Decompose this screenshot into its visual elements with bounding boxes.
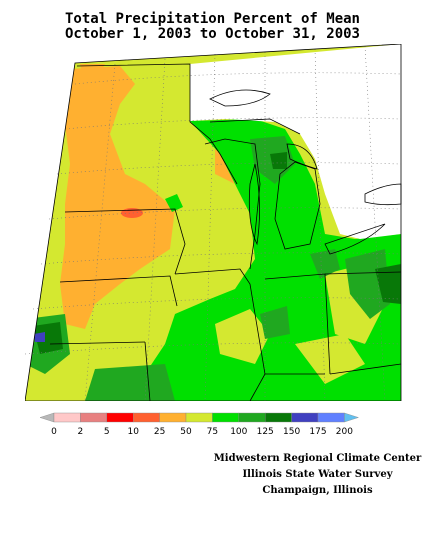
- legend-swatch: [212, 412, 239, 423]
- legend-label: 75: [207, 427, 218, 436]
- precip-zone-100-125: [165, 194, 183, 212]
- map-title-line1: Total Precipitation Percent of Mean: [64, 11, 360, 27]
- precip-zone-25-50: [60, 66, 175, 329]
- precip-zone-150-175: [375, 264, 401, 304]
- credit-line3: Champaign, Illinois: [262, 485, 373, 496]
- legend-label: 10: [127, 427, 139, 436]
- legend-label: 2: [78, 427, 84, 436]
- state-boundaries: [49, 63, 402, 401]
- legend-swatch: [317, 412, 345, 423]
- legend-swatch: [80, 412, 108, 423]
- legend-swatch: [291, 412, 319, 423]
- legend-label: 0: [51, 427, 57, 436]
- map-title-line2: October 1, 2003 to October 31, 2003: [64, 26, 360, 42]
- legend-swatch: [264, 412, 292, 423]
- legend-swatch: [132, 412, 160, 423]
- legend-swatch: [53, 412, 81, 423]
- legend-label: 175: [309, 427, 326, 436]
- precip-zone-25-50: [80, 64, 105, 89]
- precip-zone-125-150: [85, 364, 175, 401]
- map-border: [25, 44, 402, 401]
- precip-zone-125-150: [260, 306, 290, 339]
- precip-zone-125-150: [310, 249, 340, 279]
- color-legend: 0 2 5 10 25 50 75 100 125 150 175 200: [40, 412, 360, 436]
- legend-label: 5: [104, 427, 110, 436]
- legend-swatch: [238, 412, 266, 423]
- legend-swatch: [344, 412, 360, 423]
- legend-swatch: [40, 412, 55, 423]
- precip-zone-150-175: [270, 152, 287, 169]
- legend-label: 125: [257, 427, 274, 436]
- legend-swatch: [185, 412, 213, 423]
- precip-zone-125-150: [345, 249, 390, 319]
- legend-label: 200: [336, 427, 353, 436]
- legend-label: 25: [154, 427, 165, 436]
- precipitation-map: [25, 44, 402, 401]
- credit-line1: Midwestern Regional Climate Center: [213, 453, 422, 464]
- legend-label: 100: [230, 427, 247, 436]
- precip-zone-175-200: [34, 332, 45, 342]
- credit-line2: Illinois State Water Survey: [242, 469, 393, 480]
- lat-lon-grid: [25, 45, 402, 401]
- legend-label: 50: [180, 427, 192, 436]
- legend-swatch: [106, 412, 134, 423]
- legend-swatch: [159, 412, 187, 423]
- precip-zone-150-175: [33, 322, 63, 354]
- legend-label: 150: [283, 427, 300, 436]
- precip-zone-10-25: [121, 208, 143, 218]
